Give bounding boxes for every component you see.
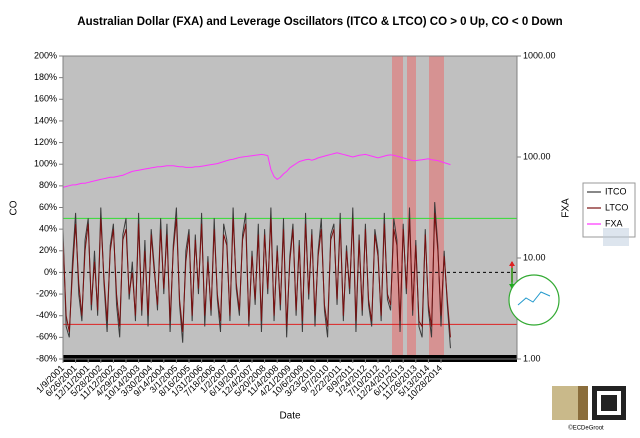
y-tick-label: 140% [34,115,57,125]
credit: ©ECDeGroot [568,425,604,432]
chart-title: Australian Dollar (FXA) and Leverage Osc… [77,16,562,28]
y-axis-label: CO [9,200,20,215]
y-tick-label: -40% [36,310,57,320]
logo [552,386,626,420]
series-line [62,152,451,188]
x-axis-label: Date [279,411,301,422]
down-band [407,56,416,359]
icon [603,228,629,246]
side-icons [508,228,629,326]
y2-tick-label: 1000.00 [523,50,556,60]
y-tick-label: 120% [34,137,57,147]
y-tick-label: -80% [36,353,57,363]
y-tick-label: 40% [39,224,57,234]
y2-tick-label: 10.00 [523,252,546,262]
y2-axis-label: FXA [561,198,572,218]
qr-core [601,395,617,411]
down-band [392,56,403,359]
y-tick-label: -20% [36,288,57,298]
y-tick-label: -60% [36,332,57,342]
icon-line [517,291,551,306]
y-tick-label: 160% [34,94,57,104]
y-tick-label: 100% [34,159,57,169]
y2-tick-label: 100.00 [523,151,551,161]
lines [62,152,517,349]
y-tick-label: 180% [34,72,57,82]
logo-tile [552,386,578,420]
y-tick-label: 200% [34,50,57,60]
y-tick-label: 60% [39,202,57,212]
legend-label: ITCO [605,186,627,196]
y-tick-label: 0% [44,267,57,277]
y2-tick-label: 1.00 [523,353,541,363]
series-line [62,212,451,338]
up-arrow-head [509,261,515,266]
legend-label: FXA [605,218,623,228]
y-tick-label: 20% [39,245,57,255]
y-tick-label: 80% [39,180,57,190]
logo-tile [578,386,588,420]
legend-label: LTCO [605,202,628,212]
